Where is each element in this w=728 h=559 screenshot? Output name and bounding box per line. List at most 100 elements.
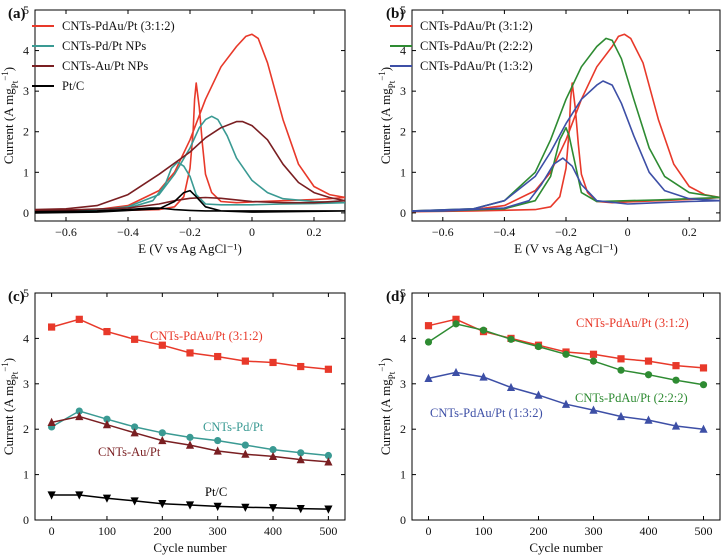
y-tick-label: 2 — [23, 422, 29, 436]
y-tick-label: 4 — [23, 331, 29, 345]
legend-label: CNTs-PdAu/Pt (3:1:2) — [420, 19, 533, 33]
data-point-cnts-pdau-pt-3-1-2 — [297, 362, 305, 371]
data-point-cnts-pdau-pt-1-3-2 — [644, 415, 653, 424]
data-point-cnts-pd-pt — [186, 433, 194, 441]
data-point-cnts-pdau-pt-1-3-2 — [424, 373, 433, 382]
data-point-cnts-au-pt — [102, 420, 112, 429]
data-point-cnts-au-pt — [268, 451, 278, 461]
y-tick-label: 1 — [23, 468, 29, 482]
y-tick-label: 2 — [400, 125, 406, 139]
y-tick-label: 5 — [400, 3, 406, 17]
x-tick-label: 500 — [695, 524, 713, 538]
data-point-cnts-pdau-pt-2-2-2 — [424, 338, 433, 346]
data-point-cnts-pdau-pt-1-3-2 — [506, 382, 516, 392]
y-tick-label: 2 — [23, 125, 29, 139]
y-axis-title: Current (A mgPt−1) — [0, 67, 20, 164]
y-tick-label: 0 — [400, 513, 406, 527]
data-point-pt-c — [185, 501, 195, 510]
data-point-cnts-pdau-pt-2-2-2 — [699, 381, 708, 389]
data-point-pt-c — [158, 500, 167, 509]
y-tick-label: 4 — [400, 331, 406, 345]
y-tick-label: 0 — [400, 206, 406, 220]
series-line-cnts-au-pt-nps — [35, 120, 345, 212]
x-tick-label: 500 — [319, 524, 337, 538]
panel-label: (c) — [8, 289, 25, 305]
data-point-cnts-pdau-pt-3-1-2 — [424, 322, 433, 330]
x-tick-label: 200 — [153, 524, 171, 538]
series-line-cnts-pdau-pt-1-3-2 — [412, 80, 720, 213]
data-point-cnts-au-pt — [213, 446, 222, 455]
y-tick-label: 2 — [400, 422, 406, 436]
data-point-cnts-pd-pt — [131, 423, 139, 431]
y-axis-title: Current (A mgPt−1) — [377, 358, 397, 455]
x-tick-label: 0 — [426, 524, 432, 538]
data-point-cnts-pd-pt — [75, 407, 83, 415]
series-label: CNTs-PdAu/Pt (3:1:2) — [576, 316, 689, 330]
data-point-pt-c — [296, 505, 305, 514]
x-tick-label: 100 — [98, 524, 116, 538]
data-point-pt-c — [130, 497, 139, 506]
y-tick-label: 4 — [400, 44, 406, 58]
data-point-cnts-au-pt — [241, 449, 250, 458]
series-line-pt-c — [35, 189, 345, 214]
panel-label: (b) — [386, 6, 404, 22]
data-point-cnts-pd-pt — [158, 429, 166, 437]
data-point-cnts-pd-pt — [297, 449, 305, 457]
data-point-cnts-au-pt — [296, 455, 305, 464]
plot-area — [424, 315, 708, 433]
data-point-cnts-pdau-pt-2-2-2 — [534, 342, 543, 351]
data-point-cnts-pdau-pt-1-3-2 — [561, 399, 571, 408]
data-point-cnts-au-pt — [75, 411, 84, 421]
data-point-cnts-pdau-pt-3-1-2 — [241, 357, 249, 365]
data-point-cnts-pdau-pt-3-1-2 — [699, 364, 708, 372]
data-point-cnts-pdau-pt-1-3-2 — [671, 421, 681, 430]
x-tick-label: −0.4 — [494, 225, 516, 239]
data-point-pt-c — [268, 504, 278, 513]
data-point-cnts-pdau-pt-1-3-2 — [616, 411, 626, 421]
data-point-pt-c — [47, 491, 56, 500]
data-point-cnts-pdau-pt-3-1-2 — [589, 350, 598, 358]
y-tick-label: 1 — [23, 165, 29, 179]
data-point-cnts-pdau-pt-3-1-2 — [158, 341, 166, 349]
series-line-cnts-pdau-pt-2-2-2 — [412, 37, 720, 213]
data-point-cnts-pd-pt — [241, 441, 249, 449]
x-tick-label: 100 — [475, 524, 493, 538]
y-tick-label: 5 — [400, 286, 406, 300]
panel-d: (d) 0 100 200 300 400 500 0 1 2 3 4 5 Cycle number Cur… — [377, 286, 721, 555]
series-label: Pt/C — [205, 485, 227, 499]
x-axis-title: E (V vs Ag AgCl⁻¹) — [514, 241, 618, 256]
data-point-cnts-pdau-pt-1-3-2 — [479, 372, 488, 381]
legend-label: Pt/C — [62, 79, 84, 93]
data-point-pt-c — [102, 494, 112, 503]
x-tick-label: 0.2 — [307, 225, 322, 239]
data-point-cnts-pdau-pt-2-2-2 — [617, 366, 625, 374]
x-tick-label: 0.2 — [682, 225, 697, 239]
series-line-cnts-pdau-pt-3-1-2 — [51, 318, 329, 371]
data-point-cnts-au-pt — [130, 428, 139, 437]
data-point-cnts-pdau-pt-3-1-2 — [452, 315, 460, 323]
x-tick-label: 0 — [625, 225, 631, 239]
data-point-cnts-pdau-pt-2-2-2 — [672, 376, 680, 384]
x-axis-title: E (V vs Ag AgCl⁻¹) — [138, 241, 242, 256]
data-point-pt-c — [324, 505, 333, 514]
legend-label: CNTs-PdAu/Pt (2:2:2) — [420, 39, 533, 53]
series-label: CNTs-PdAu/Pt (1:3:2) — [430, 406, 543, 420]
data-point-cnts-pdau-pt-2-2-2 — [562, 350, 570, 358]
series-label: CNTs-PdAu/Pt (3:1:2) — [150, 329, 263, 343]
data-point-cnts-pdau-pt-2-2-2 — [452, 320, 460, 328]
plot-area — [47, 315, 333, 514]
y-tick-label: 3 — [400, 84, 406, 98]
data-point-cnts-pdau-pt-3-1-2 — [644, 357, 653, 365]
plot-area — [35, 33, 345, 214]
data-point-cnts-au-pt — [324, 457, 333, 466]
data-point-cnts-pdau-pt-3-1-2 — [672, 362, 680, 370]
y-tick-label: 5 — [23, 3, 29, 17]
legend-label: CNTs-PdAu/Pt (3:1:2) — [62, 19, 175, 33]
x-tick-label: 300 — [585, 524, 603, 538]
data-point-cnts-pdau-pt-3-1-2 — [48, 323, 56, 331]
data-point-pt-c — [75, 491, 84, 500]
data-point-cnts-pdau-pt-2-2-2 — [589, 357, 598, 365]
data-point-cnts-pdau-pt-1-3-2 — [589, 405, 598, 414]
data-point-cnts-au-pt — [47, 417, 56, 426]
data-point-cnts-pdau-pt-3-1-2 — [186, 349, 194, 357]
